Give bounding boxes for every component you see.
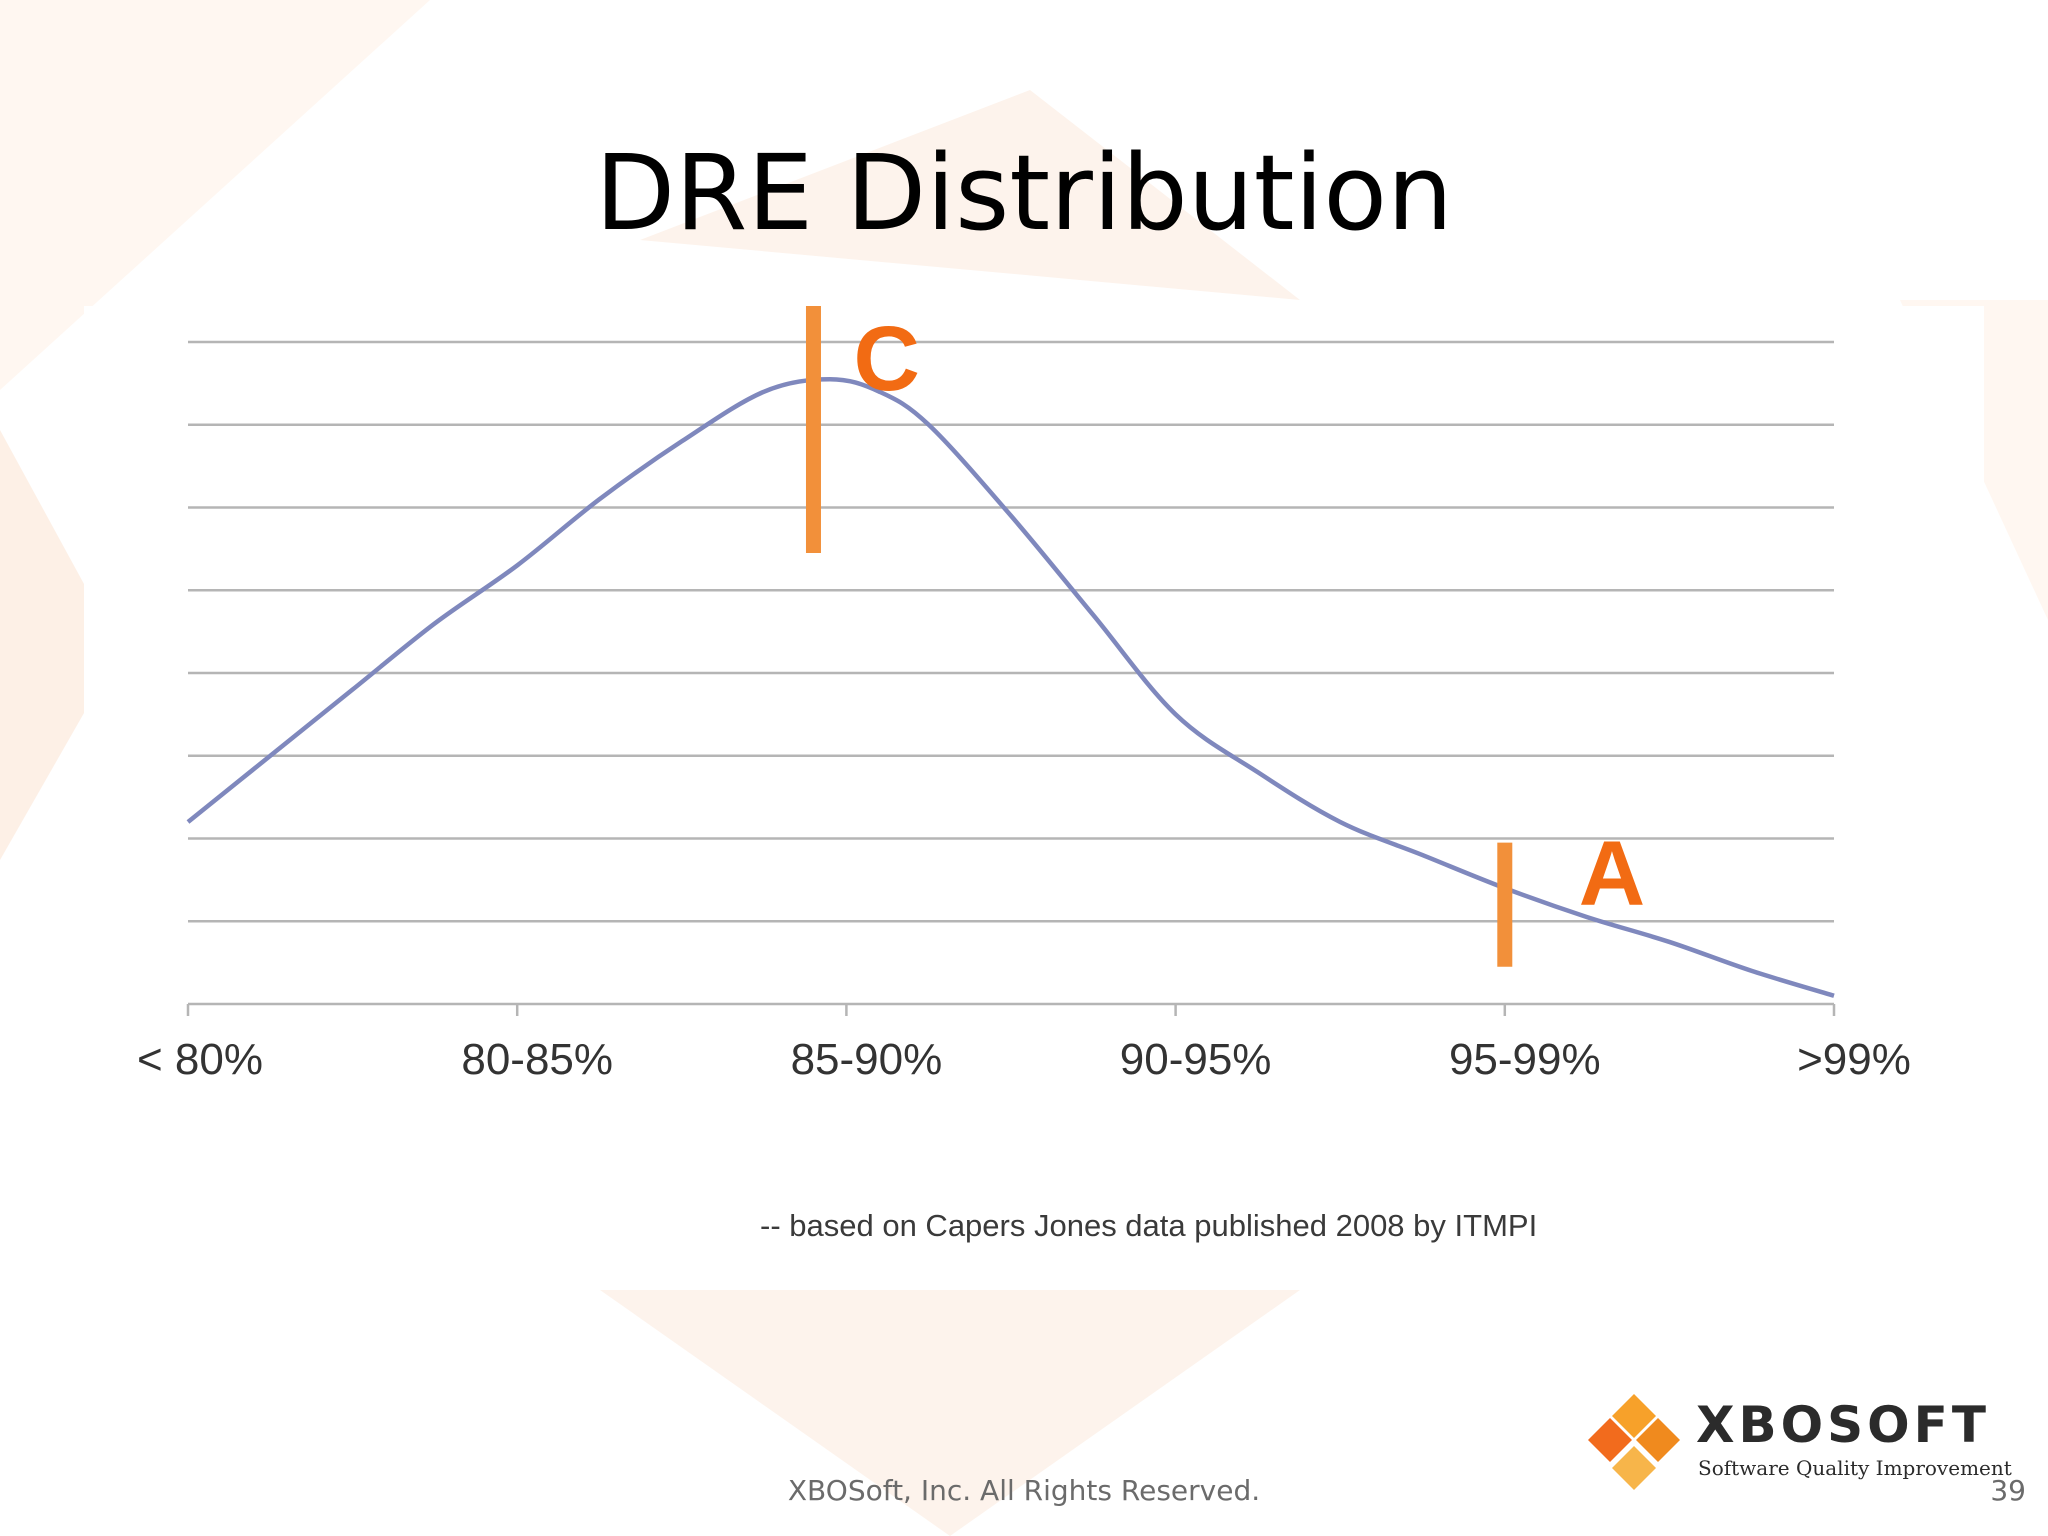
distribution-curve (186, 376, 1835, 998)
logo-tagline: Software Quality Improvement (1698, 1456, 2012, 1480)
dre-distribution-chart: < 80% 80-85% 85-90% 90-95% 95-99% >99% C A (137, 306, 1911, 1084)
x-tick-label: 95-99% (1449, 1035, 1601, 1084)
chart-panel: < 80% 80-85% 85-90% 90-95% 95-99% >99% C A (84, 306, 1984, 1278)
source-note: -- based on Capers Jones data published … (760, 1208, 1538, 1243)
x-tick-label: 80-85% (461, 1035, 613, 1084)
xbosoft-logo: XBOSOFT Software Quality Improvement (1584, 1394, 2012, 1504)
x-tick-label: >99% (1797, 1035, 1911, 1084)
logo-name: XBOSOFT (1696, 1396, 1990, 1454)
page-number: 39 (1990, 1474, 2026, 1507)
x-tick-label: 90-95% (1120, 1035, 1272, 1084)
marker-label-c: C (853, 308, 919, 410)
marker-label-a: A (1579, 823, 1645, 925)
diamond-logo-icon (1588, 1394, 1680, 1490)
x-tick-label: < 80% (137, 1035, 263, 1084)
x-tick-label: 85-90% (791, 1035, 943, 1084)
slide-title: DRE Distribution (595, 132, 1453, 254)
footer-copyright: XBOSoft, Inc. All Rights Reserved. (787, 1474, 1261, 1507)
